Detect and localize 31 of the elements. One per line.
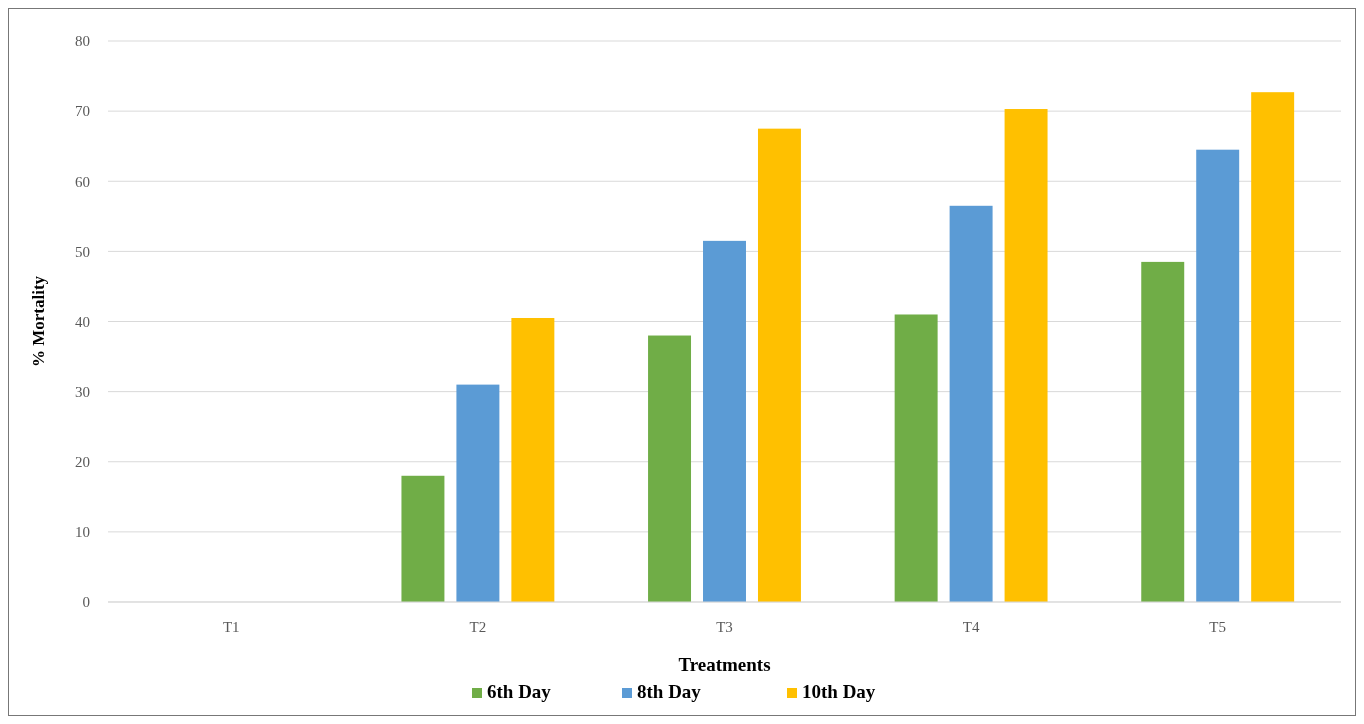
y-tick-label: 10 — [75, 524, 90, 541]
x-tick-label: T1 — [222, 619, 240, 635]
y-tick-label: 40 — [75, 313, 90, 330]
y-tick-label: 50 — [75, 243, 90, 260]
bar — [949, 205, 993, 602]
bar — [703, 240, 746, 602]
bar — [1141, 261, 1185, 602]
bar — [511, 317, 555, 602]
y-tick-label: 0 — [82, 594, 90, 611]
bar — [648, 335, 692, 602]
bar — [1251, 92, 1295, 602]
y-tick-label: 80 — [75, 33, 90, 50]
bar — [456, 384, 500, 602]
legend-label: 8th Day — [637, 681, 702, 702]
legend-label: 6th Day — [487, 681, 552, 702]
x-tick-label: T5 — [1209, 619, 1227, 635]
bar — [894, 314, 938, 602]
y-tick-label: 70 — [75, 103, 90, 120]
y-axis-title: % Mortality — [29, 275, 48, 368]
bar — [1196, 149, 1240, 602]
x-tick-label: T4 — [962, 619, 980, 635]
x-tick-label: T3 — [716, 619, 733, 635]
y-tick-label: 30 — [75, 383, 90, 400]
bar — [1004, 109, 1048, 602]
x-tick-label: T2 — [469, 619, 487, 635]
y-tick-label: 20 — [75, 454, 90, 470]
x-axis-title: Treatments — [678, 654, 771, 675]
y-tick-label: 60 — [75, 173, 90, 190]
legend-label: 10th Day — [802, 681, 876, 702]
bar — [401, 475, 445, 602]
bar — [757, 128, 801, 602]
